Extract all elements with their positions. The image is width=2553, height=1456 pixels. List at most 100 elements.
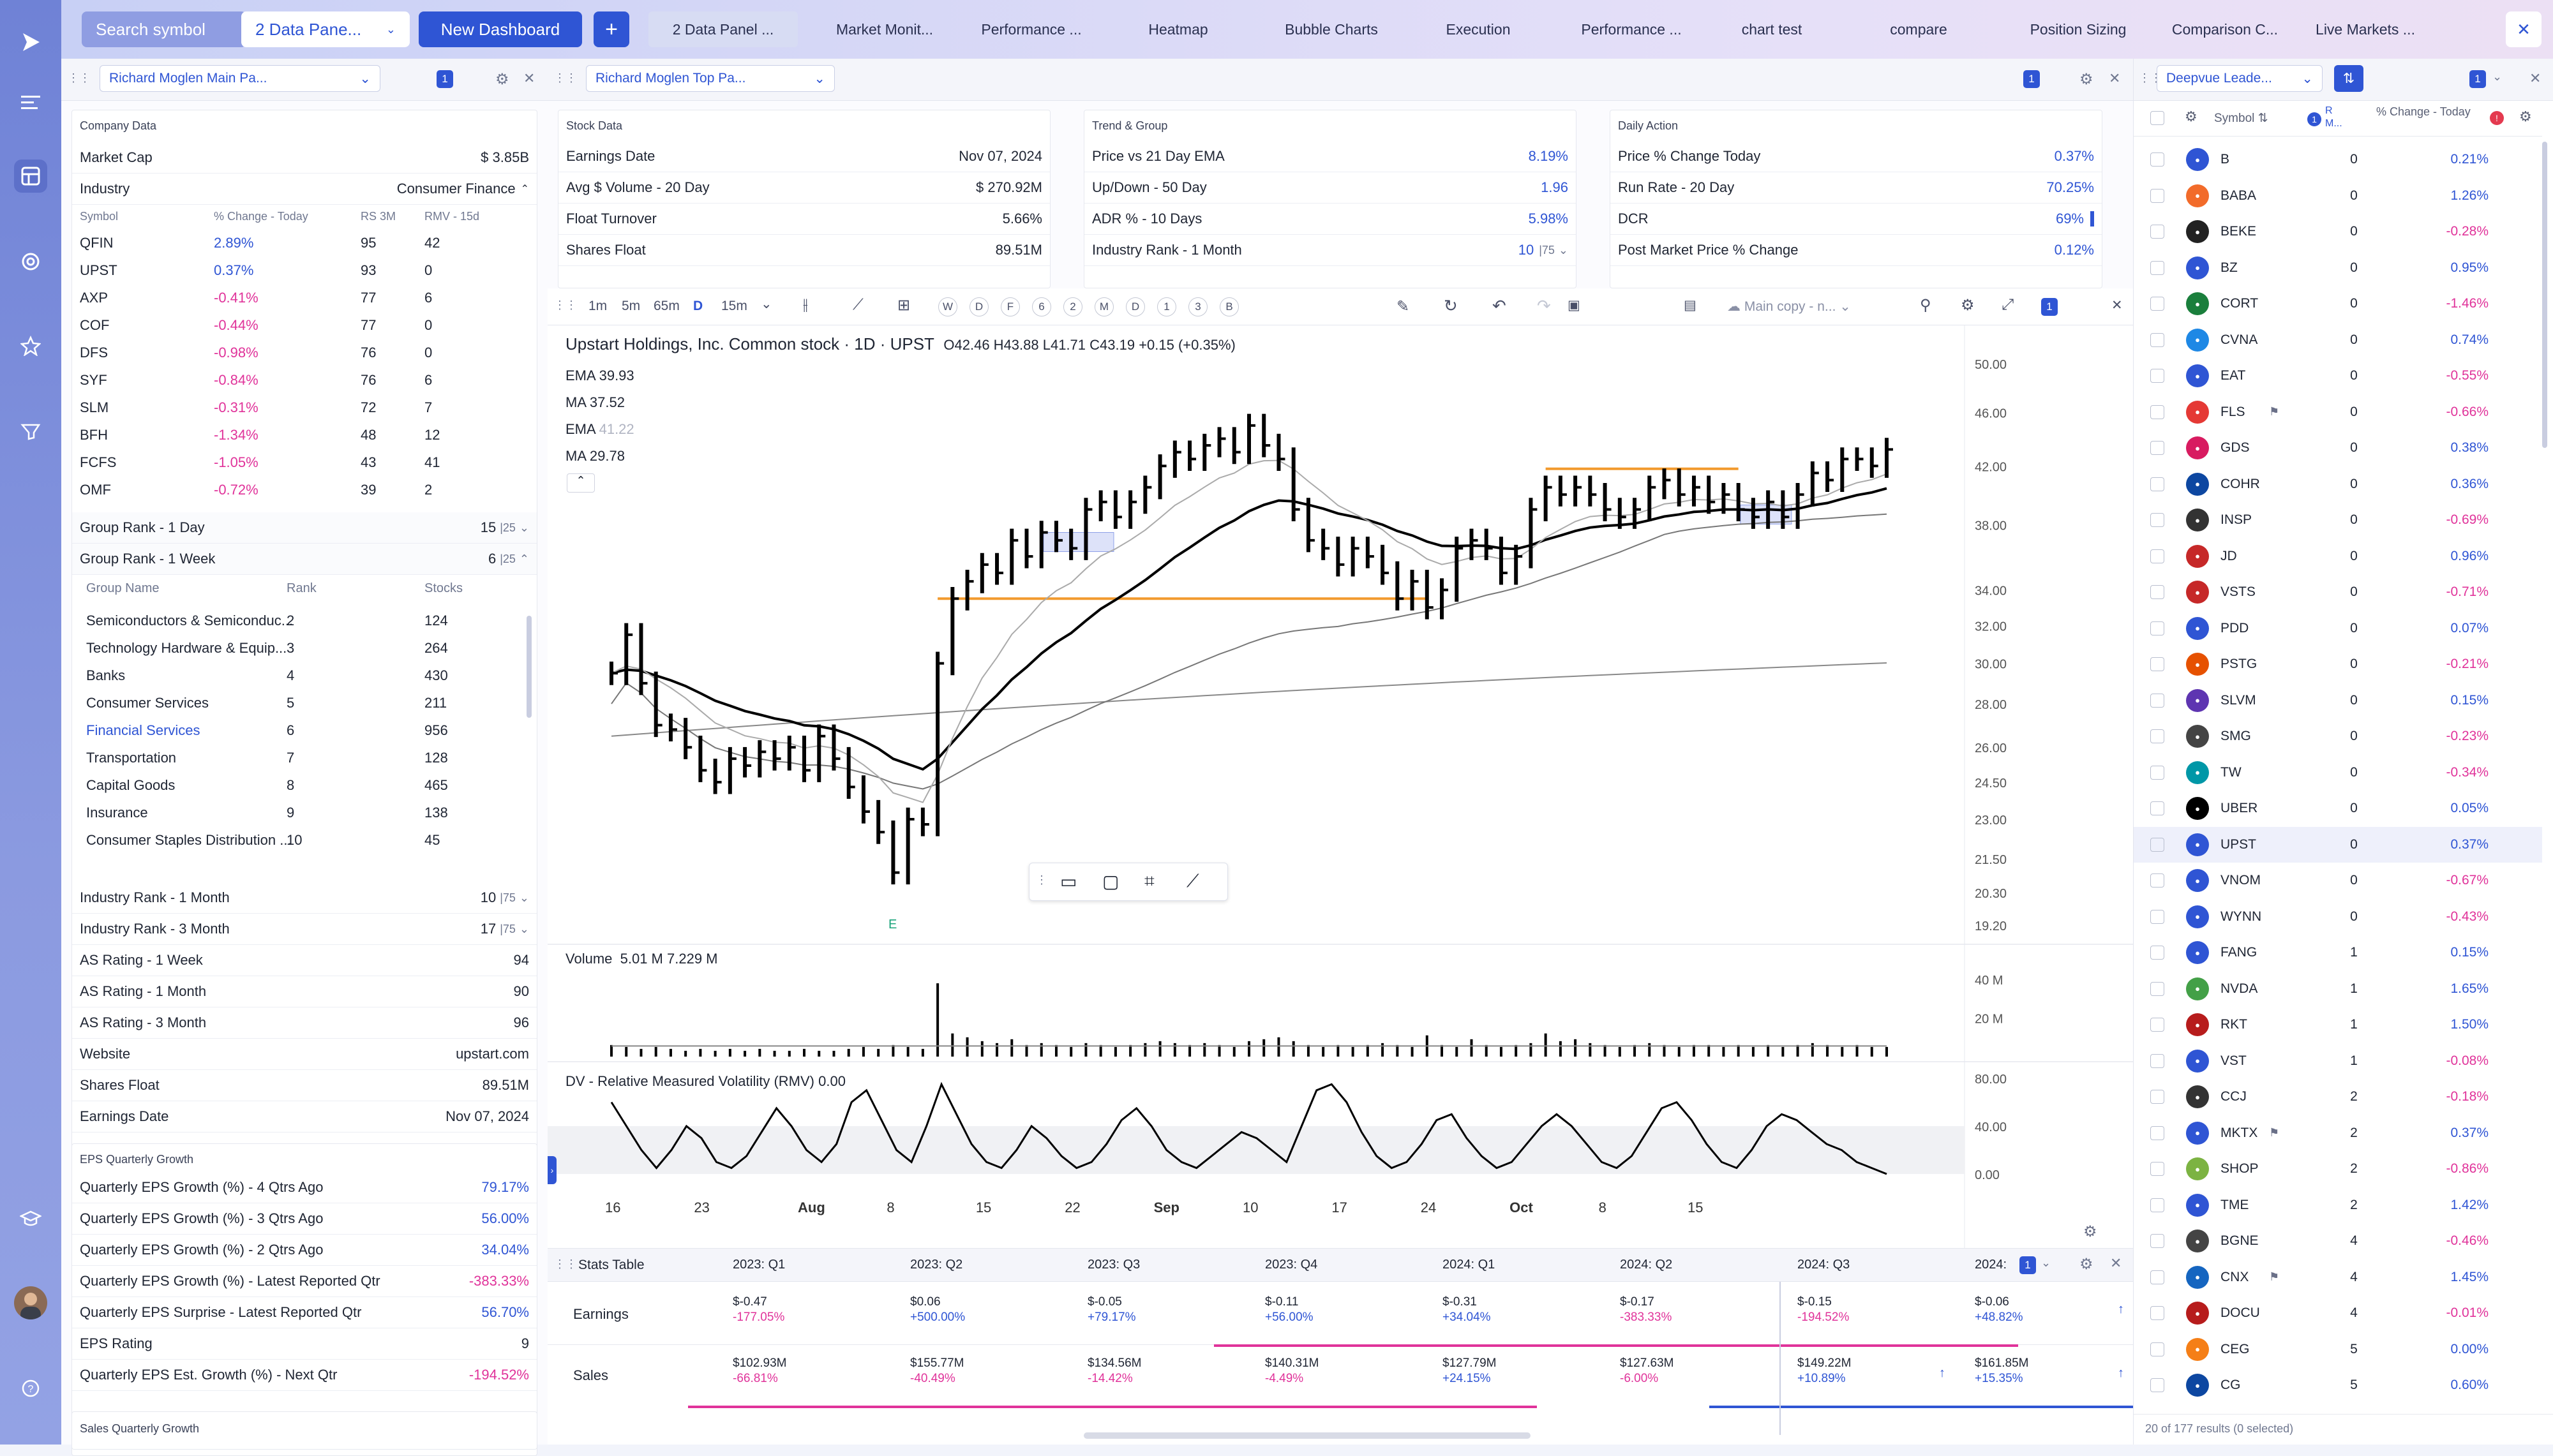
interval-button[interactable]: 65m: [654, 299, 680, 313]
expand-panel-handle[interactable]: ›: [548, 1156, 557, 1184]
dashboard-select[interactable]: 2 Data Pane... ⌄: [241, 11, 410, 47]
close-icon[interactable]: ✕: [523, 70, 535, 86]
quarter-header[interactable]: 2023: Q1: [733, 1258, 786, 1272]
row-checkbox[interactable]: [2150, 873, 2164, 888]
watchlist-row[interactable]: ● CG 5 0.60%: [2134, 1367, 2542, 1403]
watchlist-row[interactable]: ● CCJ 2 -0.18%: [2134, 1079, 2542, 1115]
row-checkbox[interactable]: [2150, 297, 2164, 311]
close-icon[interactable]: ✕: [2109, 70, 2121, 86]
dashboard-icon[interactable]: [14, 160, 47, 193]
watchlist-row[interactable]: ● INSP 0 -0.69%: [2134, 502, 2542, 538]
table-row[interactable]: AXP -0.41% 77 6: [80, 284, 527, 311]
row-checkbox[interactable]: [2150, 585, 2164, 599]
watchlist-row[interactable]: ● CORT 0 -1.46%: [2134, 286, 2542, 322]
watchlist-row[interactable]: ● JD 0 0.96%: [2134, 539, 2542, 574]
close-button[interactable]: ✕: [2506, 11, 2542, 47]
indicators-icon[interactable]: ⟋: [853, 296, 864, 313]
watchlist-row[interactable]: ● CVNA 0 0.74%: [2134, 322, 2542, 358]
avatar[interactable]: [14, 1286, 47, 1319]
quarter-header[interactable]: 2024:: [1975, 1258, 2007, 1272]
watchlist-row[interactable]: ● BGNE 4 -0.46%: [2134, 1223, 2542, 1259]
watchlist-row[interactable]: ● PSTG 0 -0.21%: [2134, 646, 2542, 682]
table-row[interactable]: UPST 0.37% 93 0: [80, 256, 527, 284]
row-checkbox[interactable]: [2150, 332, 2164, 347]
row-checkbox[interactable]: [2150, 477, 2164, 491]
row-checkbox[interactable]: [2150, 225, 2164, 239]
row-checkbox[interactable]: [2150, 1342, 2164, 1356]
screener-icon[interactable]: [14, 415, 47, 448]
flag-icon[interactable]: ⚑: [2269, 1126, 2280, 1139]
quick-button[interactable]: F: [1001, 297, 1020, 316]
tab-market-monitor[interactable]: Market Monit...: [835, 20, 934, 38]
scrollbar[interactable]: [527, 616, 532, 718]
rectangle-tool-icon[interactable]: ▭: [1060, 872, 1077, 891]
quick-button[interactable]: 6: [1032, 297, 1051, 316]
interval-button[interactable]: 15m: [721, 299, 747, 313]
grid-icon[interactable]: ⊞: [897, 297, 911, 314]
watchlist-row[interactable]: ● COHR 0 0.36%: [2134, 466, 2542, 502]
watchlist-row[interactable]: ● EAT 0 -0.55%: [2134, 358, 2542, 394]
watchlist-row[interactable]: ● MKTX ⚑ 2 0.37%: [2134, 1115, 2542, 1151]
redo-icon[interactable]: ↷: [1537, 296, 1551, 315]
legend-item[interactable]: MA 37.52: [565, 394, 625, 410]
quick-button[interactable]: M: [1095, 297, 1114, 316]
watchlist-row[interactable]: ● PDD 0 0.07%: [2134, 611, 2542, 646]
list-item[interactable]: Capital Goods 8 465: [80, 771, 520, 799]
tab-compare[interactable]: compare: [1890, 20, 1947, 38]
row-checkbox[interactable]: [2150, 152, 2164, 167]
row-checkbox[interactable]: [2150, 1162, 2164, 1176]
watchlist-row[interactable]: ● UBER 0 0.05%: [2134, 791, 2542, 826]
watchlist-row[interactable]: ● VSTS 0 -0.71%: [2134, 574, 2542, 610]
tab-data-panel[interactable]: 2 Data Panel ...: [648, 11, 798, 47]
star-icon[interactable]: [14, 329, 47, 362]
layout-icon[interactable]: ▤: [1684, 298, 1696, 313]
row-checkbox[interactable]: [2150, 981, 2164, 996]
draw-icon[interactable]: ✎: [1396, 298, 1410, 315]
link-badge[interactable]: 1: [2023, 70, 2040, 88]
link-badge[interactable]: 1: [2041, 298, 2058, 316]
tab-position-sizing[interactable]: Position Sizing: [2030, 20, 2127, 38]
list-item[interactable]: Transportation 7 128: [80, 744, 520, 771]
watchlist-row[interactable]: ● NVDA 1 1.65%: [2134, 971, 2542, 1007]
tab-performance-1[interactable]: Performance ...: [981, 20, 1082, 38]
logo-icon[interactable]: [14, 26, 47, 59]
watchlist-row[interactable]: ● FLS ⚑ 0 -0.66%: [2134, 394, 2542, 430]
table-row[interactable]: OMF -0.72% 39 2: [80, 476, 527, 503]
watchlist-row[interactable]: ● UPST 0 0.37%: [2134, 826, 2542, 863]
group-rank-1d-row[interactable]: Group Rank - 1 Day 15 | 25 ⌄: [72, 512, 537, 544]
quick-button[interactable]: D: [970, 297, 989, 316]
list-item[interactable]: Semiconductors & Semiconduc... 2 124: [80, 607, 520, 634]
row-checkbox[interactable]: [2150, 1018, 2164, 1032]
chart-layout-select[interactable]: ☁ Main copy - n... ⌄: [1727, 299, 1851, 314]
table-row[interactable]: SLM -0.31% 72 7: [80, 394, 527, 421]
row-checkbox[interactable]: [2150, 260, 2164, 275]
watchlist-row[interactable]: ● VNOM 0 -0.67%: [2134, 863, 2542, 898]
watchlist-row[interactable]: ● CNX ⚑ 4 1.45%: [2134, 1259, 2542, 1295]
legend-item[interactable]: EMA 39.93: [565, 368, 634, 383]
horizontal-scrollbar[interactable]: [1084, 1432, 1531, 1439]
search-symbol-button[interactable]: Search symbol: [82, 11, 246, 47]
watchlist-row[interactable]: ● DOCU 4 -0.01%: [2134, 1295, 2542, 1331]
close-icon[interactable]: ✕: [2529, 70, 2542, 86]
row-checkbox[interactable]: [2150, 621, 2164, 635]
table-row[interactable]: BFH -1.34% 48 12: [80, 421, 527, 449]
row-checkbox[interactable]: [2150, 1125, 2164, 1140]
watchlist-row[interactable]: ● B 0 0.21%: [2134, 142, 2542, 177]
bar-style-icon[interactable]: ⫲: [803, 296, 808, 313]
watchlist-select[interactable]: Deepvue Leade... ⌄: [2157, 65, 2323, 92]
legend-item[interactable]: EMA 41.22: [565, 421, 634, 437]
watchlist-row[interactable]: ● VST 1 -0.08%: [2134, 1043, 2542, 1079]
quarter-header[interactable]: 2023: Q3: [1088, 1258, 1141, 1272]
quarter-header[interactable]: 2024: Q2: [1620, 1258, 1673, 1272]
radar-icon[interactable]: [14, 245, 47, 278]
drag-handle-icon[interactable]: ⋮⋮: [554, 71, 577, 84]
drag-handle-icon[interactable]: ⋮⋮: [68, 71, 91, 84]
scrollbar[interactable]: [2542, 142, 2547, 448]
list-item[interactable]: Financial Services 6 956: [80, 717, 520, 744]
industry-rank-3m-row[interactable]: Industry Rank - 3 Month 17 | 75 ⌄: [72, 914, 537, 945]
row-checkbox[interactable]: [2150, 693, 2164, 708]
drag-handle-icon[interactable]: ⋮⋮: [554, 1258, 577, 1270]
tab-bubble-charts[interactable]: Bubble Charts: [1285, 20, 1378, 38]
row-checkbox[interactable]: [2150, 441, 2164, 455]
interval-button[interactable]: D: [693, 299, 703, 313]
